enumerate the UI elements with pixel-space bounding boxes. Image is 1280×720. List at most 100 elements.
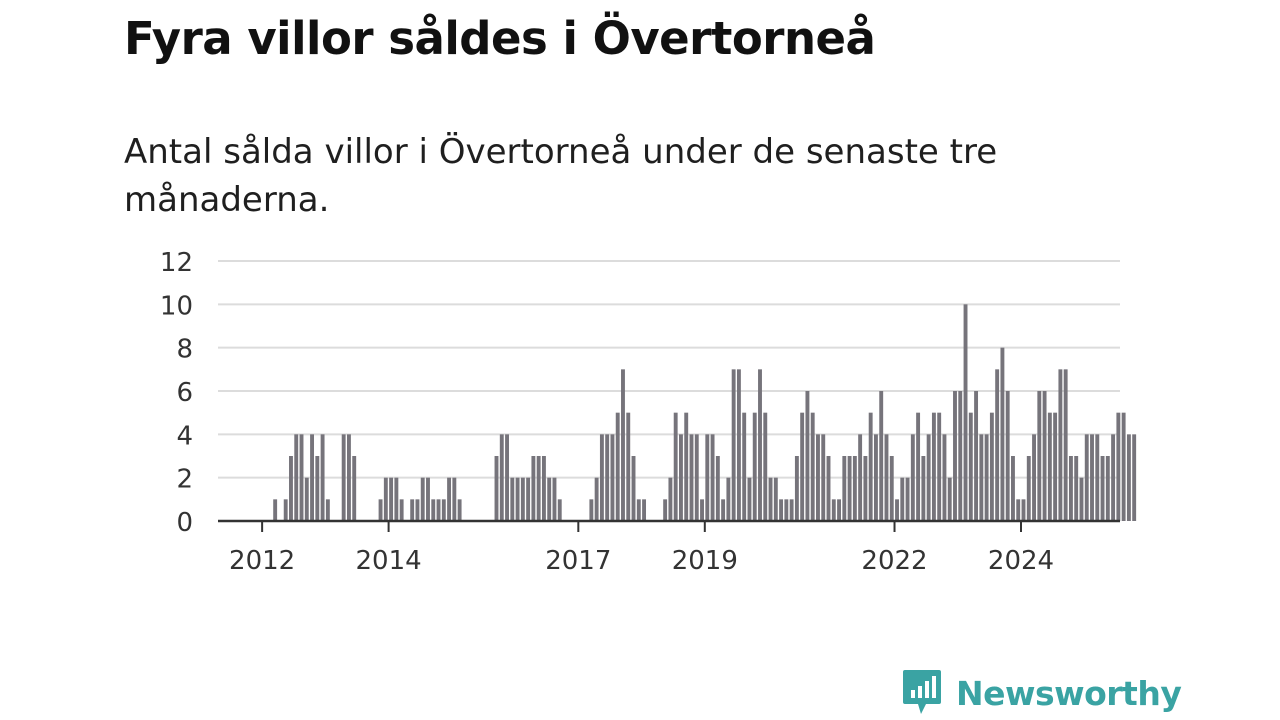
bar (694, 434, 699, 521)
bar (736, 369, 741, 521)
y-tick-label: 6 (176, 378, 193, 408)
bar (621, 369, 625, 521)
bar (436, 499, 441, 521)
bar (1026, 456, 1031, 521)
bar (900, 477, 905, 521)
bar (394, 477, 399, 521)
chart-subtitle: Antal sålda villor i Övertorneå under de… (124, 132, 998, 220)
bar (700, 499, 704, 521)
bar (963, 304, 968, 521)
bar (552, 477, 557, 521)
bar (889, 456, 894, 521)
bar (663, 499, 668, 521)
y-tick-label: 2 (176, 465, 193, 495)
bar (937, 412, 942, 521)
bar (816, 434, 820, 521)
bar (726, 477, 731, 521)
bar (589, 499, 594, 521)
bar (494, 456, 499, 521)
bar (346, 434, 351, 521)
bar (1105, 456, 1110, 521)
bar (858, 434, 863, 521)
bar (1000, 347, 1005, 521)
bar (953, 391, 957, 521)
bar (1126, 434, 1131, 521)
bar (273, 499, 278, 521)
x-tick-label: 2014 (356, 546, 422, 576)
bar (826, 456, 831, 521)
bar (831, 499, 836, 521)
y-tick-label: 10 (160, 291, 193, 321)
bar (868, 412, 873, 521)
bar (921, 456, 926, 521)
bar (431, 499, 436, 521)
bar (547, 477, 552, 521)
bar (779, 499, 784, 521)
bar (526, 477, 531, 521)
bar (1063, 369, 1068, 521)
brand-logo: Newsworthy (902, 668, 1182, 718)
y-tick-label: 4 (176, 421, 193, 451)
bar (1079, 477, 1084, 521)
bar (505, 434, 509, 521)
bar (689, 434, 694, 521)
bar (1011, 456, 1015, 521)
bar (679, 434, 683, 521)
x-tick-label: 2012 (229, 546, 295, 576)
bar (499, 434, 504, 521)
bar (299, 434, 304, 521)
bar (1021, 499, 1026, 521)
bar (510, 477, 515, 521)
x-tick-label: 2017 (545, 546, 611, 576)
bar (910, 434, 915, 521)
bar (1005, 391, 1010, 521)
bar (383, 477, 388, 521)
bar (715, 456, 720, 521)
bar (879, 391, 884, 521)
bar (884, 434, 889, 521)
bar (768, 477, 773, 521)
bar (721, 499, 726, 521)
bar (1090, 434, 1094, 521)
bar (873, 434, 878, 521)
bar (447, 477, 452, 521)
bar (710, 434, 715, 521)
bar (842, 456, 847, 521)
bar (389, 477, 394, 521)
bar (310, 434, 314, 521)
bar (752, 412, 757, 521)
bar (378, 499, 383, 521)
bar (636, 499, 641, 521)
bar (979, 434, 984, 521)
bar (942, 434, 947, 521)
bar (626, 412, 631, 521)
bar (410, 499, 415, 521)
bar (283, 499, 288, 521)
bar (441, 499, 446, 521)
bar (599, 434, 604, 521)
bar (520, 477, 525, 521)
brand-name: Newsworthy (956, 673, 1182, 713)
bar (531, 456, 536, 521)
bar (1132, 434, 1137, 521)
x-tick-label: 2024 (988, 546, 1054, 576)
bar (415, 499, 420, 521)
bar (1037, 391, 1042, 521)
newsworthy-logo-icon (903, 670, 941, 714)
bar (773, 477, 778, 521)
bar (315, 456, 320, 521)
bar (1074, 456, 1079, 521)
bar (1042, 391, 1047, 521)
bar (947, 477, 952, 521)
bar (1068, 456, 1073, 521)
y-tick-label: 8 (176, 335, 193, 365)
bar (668, 477, 673, 521)
bar (615, 412, 620, 521)
bar (758, 369, 762, 521)
bar (747, 477, 752, 521)
bar (420, 477, 425, 521)
bar (673, 412, 678, 521)
bar (1095, 434, 1100, 521)
bar (1121, 412, 1126, 521)
bar (821, 434, 826, 521)
